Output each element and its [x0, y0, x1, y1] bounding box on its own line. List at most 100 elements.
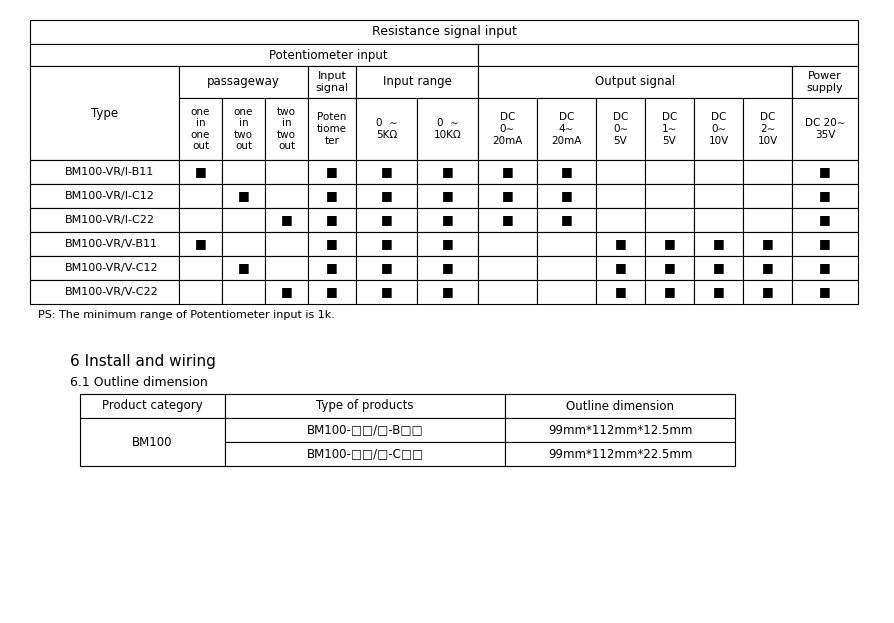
Bar	[743, 256, 792, 280]
Text: Product category: Product category	[102, 399, 203, 412]
Bar	[222, 232, 265, 256]
Text: Potentiometer input: Potentiometer input	[254, 49, 388, 62]
Bar	[179, 66, 308, 98]
Bar	[222, 160, 265, 184]
Text: ■: ■	[502, 214, 513, 227]
Text: ■: ■	[381, 214, 392, 227]
Text: ■: ■	[713, 262, 724, 275]
Bar	[694, 232, 743, 256]
Bar	[179, 232, 222, 256]
Bar	[478, 232, 537, 256]
Text: BM100-VR/I-B11: BM100-VR/I-B11	[65, 167, 155, 177]
Text: ■: ■	[615, 262, 627, 275]
Text: ■: ■	[762, 237, 773, 250]
Text: ■: ■	[442, 285, 453, 298]
Bar	[225, 418, 505, 442]
Text: DC
1∼
5V: DC 1∼ 5V	[662, 112, 677, 146]
Bar	[356, 66, 478, 98]
Text: 99mm*112mm*12.5mm: 99mm*112mm*12.5mm	[548, 424, 692, 437]
Bar	[356, 184, 417, 208]
Bar	[645, 256, 694, 280]
Bar	[694, 256, 743, 280]
Bar	[537, 232, 596, 256]
Bar	[537, 256, 596, 280]
Bar	[30, 208, 179, 232]
Text: ■: ■	[281, 214, 292, 227]
Bar	[30, 20, 858, 44]
Bar	[179, 98, 222, 160]
Text: ■: ■	[326, 214, 338, 227]
Text: 0  ∼
10KΩ: 0 ∼ 10KΩ	[434, 118, 461, 140]
Text: ■: ■	[502, 189, 513, 202]
Bar	[478, 98, 537, 160]
Text: ■: ■	[502, 166, 513, 179]
Bar	[505, 418, 735, 442]
Bar	[30, 232, 179, 256]
Text: 0  ∼
5KΩ: 0 ∼ 5KΩ	[375, 118, 397, 140]
Bar	[265, 280, 308, 304]
Bar	[417, 280, 478, 304]
Bar	[417, 184, 478, 208]
Text: ■: ■	[238, 189, 249, 202]
Bar	[179, 184, 222, 208]
Bar	[308, 160, 356, 184]
Text: ■: ■	[819, 285, 831, 298]
Text: ■: ■	[281, 285, 292, 298]
Bar	[743, 184, 792, 208]
Bar	[356, 208, 417, 232]
Bar	[478, 184, 537, 208]
Text: ■: ■	[819, 237, 831, 250]
Text: BM100-VR/V-C12: BM100-VR/V-C12	[65, 263, 158, 273]
Bar	[596, 208, 645, 232]
Text: ■: ■	[326, 166, 338, 179]
Text: PS: The minimum range of Potentiometer input is 1k.: PS: The minimum range of Potentiometer i…	[38, 310, 335, 320]
Text: ■: ■	[561, 189, 572, 202]
Bar	[694, 208, 743, 232]
Text: ■: ■	[663, 237, 675, 250]
Bar	[743, 280, 792, 304]
Bar	[478, 44, 858, 66]
Bar	[537, 160, 596, 184]
Bar	[417, 256, 478, 280]
Bar	[417, 98, 478, 160]
Text: ■: ■	[615, 285, 627, 298]
Bar	[30, 280, 179, 304]
Bar	[596, 280, 645, 304]
Bar	[792, 98, 858, 160]
Bar	[792, 280, 858, 304]
Text: 99mm*112mm*22.5mm: 99mm*112mm*22.5mm	[548, 447, 692, 460]
Bar	[792, 256, 858, 280]
Text: Type of products: Type of products	[316, 399, 414, 412]
Text: DC
0∼
10V: DC 0∼ 10V	[708, 112, 729, 146]
Bar	[645, 184, 694, 208]
Bar	[265, 256, 308, 280]
Bar	[308, 184, 356, 208]
Bar	[645, 280, 694, 304]
Bar	[222, 98, 265, 160]
Bar	[792, 208, 858, 232]
Text: ■: ■	[442, 166, 453, 179]
Text: ■: ■	[195, 166, 207, 179]
Bar	[645, 160, 694, 184]
Bar	[265, 232, 308, 256]
Bar	[265, 98, 308, 160]
Text: ■: ■	[442, 214, 453, 227]
Bar	[80, 418, 225, 466]
Bar	[478, 256, 537, 280]
Bar	[356, 256, 417, 280]
Bar	[179, 160, 222, 184]
Bar	[505, 394, 735, 418]
Text: one
in
one
out: one in one out	[190, 107, 210, 151]
Bar	[356, 160, 417, 184]
Bar	[222, 184, 265, 208]
Text: ■: ■	[326, 262, 338, 275]
Bar	[30, 66, 179, 160]
Bar	[179, 208, 222, 232]
Bar	[30, 256, 179, 280]
Text: ■: ■	[381, 285, 392, 298]
Text: two
in
two
out: two in two out	[277, 107, 296, 151]
Bar	[596, 232, 645, 256]
Text: ■: ■	[381, 166, 392, 179]
Bar	[179, 280, 222, 304]
Text: ■: ■	[561, 214, 572, 227]
